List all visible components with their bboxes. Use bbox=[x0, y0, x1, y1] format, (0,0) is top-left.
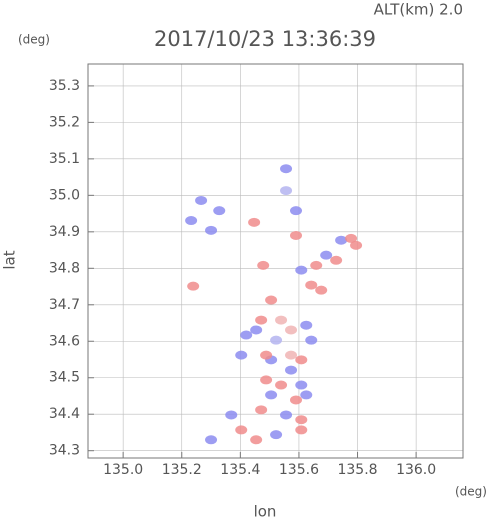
echo-cell bbox=[250, 325, 263, 335]
echo-cell bbox=[250, 435, 263, 445]
echo-cell bbox=[280, 164, 293, 174]
y-tick-label: 35.2 bbox=[49, 114, 80, 130]
y-axis-label: lat bbox=[1, 250, 19, 269]
echo-cell bbox=[295, 355, 308, 365]
x-tick-label: 135.0 bbox=[103, 462, 143, 478]
x-tick-label: 135.8 bbox=[337, 462, 377, 478]
x-unit: (deg) bbox=[455, 485, 487, 499]
x-tick-label: 135.2 bbox=[162, 462, 202, 478]
echo-cell bbox=[255, 315, 268, 325]
echo-cell bbox=[205, 225, 218, 235]
echo-cell bbox=[290, 230, 303, 240]
echo-cell bbox=[280, 410, 293, 420]
echo-cell bbox=[225, 410, 238, 420]
echo-cell bbox=[285, 325, 298, 335]
echo-cell bbox=[275, 315, 288, 325]
echo-cell bbox=[290, 395, 303, 405]
echo-cell bbox=[295, 265, 308, 275]
chart-title: 2017/10/23 13:36:39 bbox=[154, 27, 376, 51]
y-tick-label: 34.7 bbox=[49, 297, 80, 313]
echo-cell bbox=[265, 295, 278, 305]
echo-cell bbox=[185, 216, 198, 226]
plot-frame bbox=[87, 63, 464, 459]
echo-cell bbox=[305, 335, 318, 345]
x-tick-label: 135.6 bbox=[279, 462, 319, 478]
echo-cell bbox=[213, 206, 226, 216]
x-tick-label: 135.4 bbox=[220, 462, 260, 478]
y-tick-label: 34.5 bbox=[49, 370, 80, 386]
echo-cell bbox=[265, 390, 278, 400]
echo-cell bbox=[315, 285, 328, 295]
echo-cell bbox=[290, 206, 303, 216]
echo-cell bbox=[280, 186, 293, 196]
subtitle: ALT(km) 2.0 bbox=[374, 1, 463, 19]
echo-cell bbox=[260, 375, 273, 385]
echo-cell bbox=[205, 435, 218, 445]
echo-cell bbox=[187, 281, 200, 291]
echo-cell bbox=[295, 380, 308, 390]
echo-cell bbox=[320, 250, 333, 260]
echo-cell bbox=[295, 425, 308, 435]
y-tick-label: 34.4 bbox=[49, 406, 80, 422]
y-tick-label: 35.0 bbox=[49, 187, 80, 203]
y-tick-label: 34.8 bbox=[49, 260, 80, 276]
echo-cell bbox=[235, 425, 248, 435]
x-axis-label: lon bbox=[254, 503, 277, 521]
echo-cell bbox=[305, 280, 318, 290]
y-tick-label: 34.6 bbox=[49, 333, 80, 349]
y-tick-label: 34.3 bbox=[49, 443, 80, 459]
y-tick-label: 35.1 bbox=[49, 151, 80, 167]
echo-cell bbox=[330, 255, 343, 265]
echo-cell bbox=[255, 405, 268, 415]
echo-cell bbox=[260, 350, 273, 360]
echo-cell bbox=[248, 217, 261, 227]
echo-cell bbox=[285, 365, 298, 375]
echo-cell bbox=[285, 350, 298, 360]
x-tick-label: 136.0 bbox=[396, 462, 436, 478]
echo-cell bbox=[335, 235, 348, 245]
echo-cell bbox=[310, 260, 323, 270]
echo-cell bbox=[300, 390, 313, 400]
echo-cell bbox=[295, 415, 308, 425]
echo-cell bbox=[345, 233, 358, 243]
echo-cell bbox=[270, 335, 283, 345]
y-unit: (deg) bbox=[18, 33, 50, 47]
echo-cell bbox=[275, 380, 288, 390]
echo-cell bbox=[270, 430, 283, 440]
echo-cell bbox=[300, 320, 313, 330]
echo-cell bbox=[257, 260, 270, 270]
echo-cell bbox=[350, 240, 363, 250]
y-tick-label: 34.9 bbox=[49, 224, 80, 240]
y-tick-label: 35.3 bbox=[49, 78, 80, 94]
echo-cell bbox=[195, 195, 208, 205]
echo-cell bbox=[235, 350, 248, 360]
echo-cell bbox=[240, 330, 253, 340]
